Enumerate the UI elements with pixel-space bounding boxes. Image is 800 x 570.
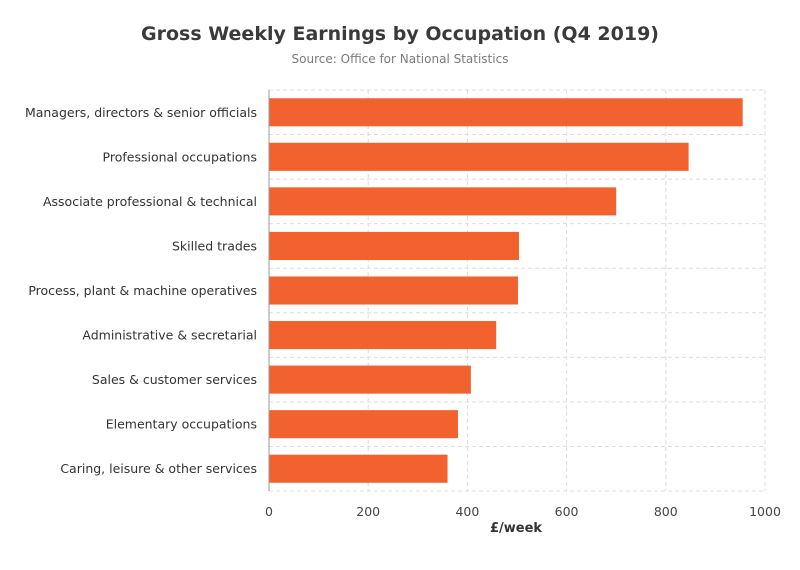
bar[interactable]: [269, 321, 497, 350]
chart-title: Gross Weekly Earnings by Occupation (Q4 …: [141, 23, 659, 45]
bar[interactable]: [269, 365, 471, 394]
x-tick-label: 0: [265, 504, 273, 519]
bar[interactable]: [269, 410, 458, 439]
x-tick-label: 600: [555, 504, 579, 519]
x-axis-title: £/week: [490, 521, 542, 536]
bar[interactable]: [269, 142, 689, 171]
category-label: Skilled trades: [172, 238, 257, 253]
category-label: Caring, leisure & other services: [60, 461, 257, 476]
category-label: Administrative & secretarial: [82, 328, 257, 343]
bar[interactable]: [269, 454, 448, 483]
x-tick-label: 400: [455, 504, 479, 519]
category-label: Sales & customer services: [92, 372, 257, 387]
category-label: Elementary occupations: [106, 417, 257, 432]
category-label: Professional occupations: [103, 149, 257, 164]
chart-subtitle: Source: Office for National Statistics: [292, 52, 509, 66]
x-tick-label: 200: [356, 504, 380, 519]
category-labels: Managers, directors & senior officials Pr…: [25, 105, 257, 476]
bar[interactable]: [269, 98, 743, 127]
bar[interactable]: [269, 231, 519, 260]
bar[interactable]: [269, 276, 518, 305]
category-label: Managers, directors & senior officials: [25, 105, 257, 120]
bars: [269, 98, 743, 483]
category-label: Process, plant & machine operatives: [28, 283, 257, 298]
bar[interactable]: [269, 187, 617, 216]
x-tick-label: 800: [654, 504, 678, 519]
category-label: Associate professional & technical: [43, 194, 257, 209]
x-tick-label: 1000: [749, 504, 781, 519]
x-tick-labels: 0 200 400 600 800 1000: [265, 504, 781, 519]
